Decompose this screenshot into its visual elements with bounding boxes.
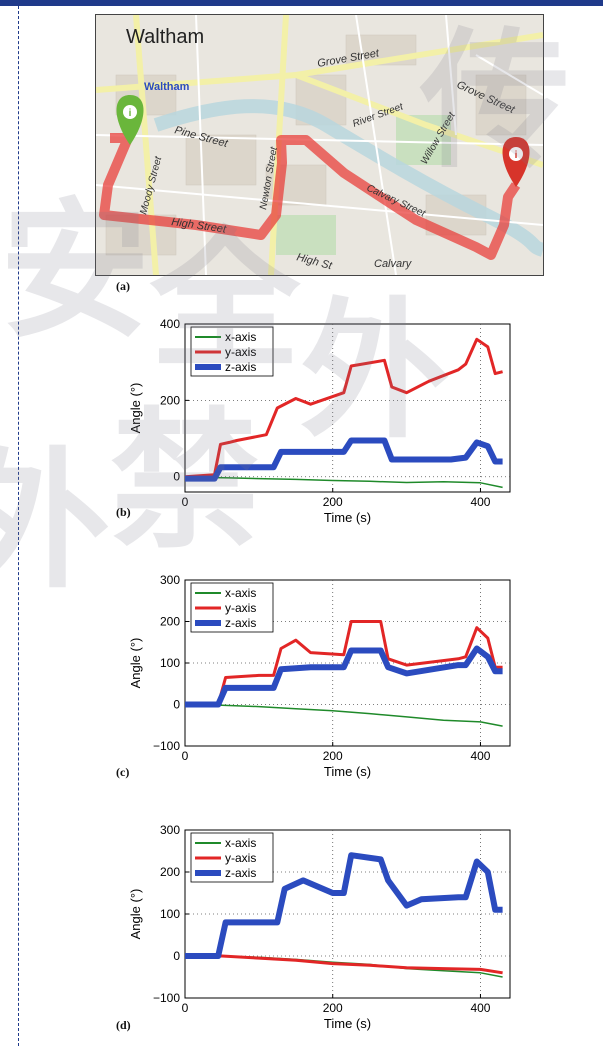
x-tick-label: 400 [470,749,490,763]
y-tick-label: 200 [160,393,180,407]
y-tick-label: 0 [173,949,180,963]
legend-label: y-axis [225,345,256,359]
series-line-z-axis [185,437,503,482]
map-label-city: Waltham [126,26,204,48]
series-line-y-axis [185,620,503,706]
top-accent-bar [0,0,603,6]
series-line-x-axis [185,475,503,489]
panel-label-a: (a) [116,279,130,293]
y-tick-label: 0 [173,470,180,484]
legend-label: z-axis [225,360,256,374]
y-tick-label: 200 [160,865,180,879]
page-left-border [18,6,19,1046]
panel-label-c: (c) [116,765,130,779]
svg-text:i: i [129,108,132,119]
x-tick-label: 0 [182,495,189,509]
series-line-z-axis [185,645,503,708]
y-tick-label: 300 [160,823,180,837]
svg-text:i: i [515,150,518,161]
series-line-x-axis [185,703,503,727]
x-tick-label: 200 [323,1001,343,1015]
y-tick-label: −100 [153,739,180,753]
legend-label: z-axis [225,616,256,630]
river [153,99,543,257]
map-canvas: Waltham Waltham Grove Street Grove Stree… [96,15,543,275]
map-label-station: Waltham [144,81,190,93]
route-path [99,133,521,260]
legend-label: x-axis [225,836,256,850]
x-tick-label: 200 [323,495,343,509]
chart-c: 0 200 400−1000100200300x-axisy-axisz-axisT… [128,573,511,779]
x-tick-label: 400 [470,495,490,509]
x-tick-label: 0 [182,749,189,763]
map-pin-green-icon: i [116,95,144,145]
series-line-z-axis [185,852,503,959]
y-tick-label: 100 [160,907,180,921]
series-line-y-axis [185,954,503,975]
y-tick-label: −100 [153,991,180,1005]
y-axis-label: Angle (°) [128,889,143,940]
y-tick-label: 200 [160,615,180,629]
x-axis-label: Time (s) [324,1016,371,1031]
watermark-char: 外 [0,435,111,609]
legend-label: y-axis [225,601,256,615]
y-axis-label: Angle (°) [128,638,143,689]
chart-d: 0 200 400−1000100200300x-axisy-axisz-axisT… [128,823,511,1031]
legend-label: y-axis [225,851,256,865]
route-map: Waltham Waltham Grove Street Grove Stree… [95,14,544,276]
y-axis-label: Angle (°) [128,383,143,434]
series-line-y-axis [185,337,503,479]
y-tick-label: 300 [160,573,180,587]
panel-label-d: (d) [116,1018,131,1032]
legend-label: x-axis [225,330,256,344]
legend-label: x-axis [225,586,256,600]
panel-label-b: (b) [116,505,131,519]
y-tick-label: 0 [173,698,180,712]
map-label-street: Calvary [374,258,413,270]
park-area-2 [276,215,336,255]
minor-roads [96,15,543,275]
x-axis-label: Time (s) [324,510,371,525]
legend-label: z-axis [225,866,256,880]
x-tick-label: 0 [182,1001,189,1015]
y-tick-label: 400 [160,317,180,331]
x-tick-label: 200 [323,749,343,763]
map-pin-red-icon: i [502,137,530,187]
x-axis-label: Time (s) [324,764,371,779]
x-tick-label: 400 [470,1001,490,1015]
y-tick-label: 100 [160,656,180,670]
